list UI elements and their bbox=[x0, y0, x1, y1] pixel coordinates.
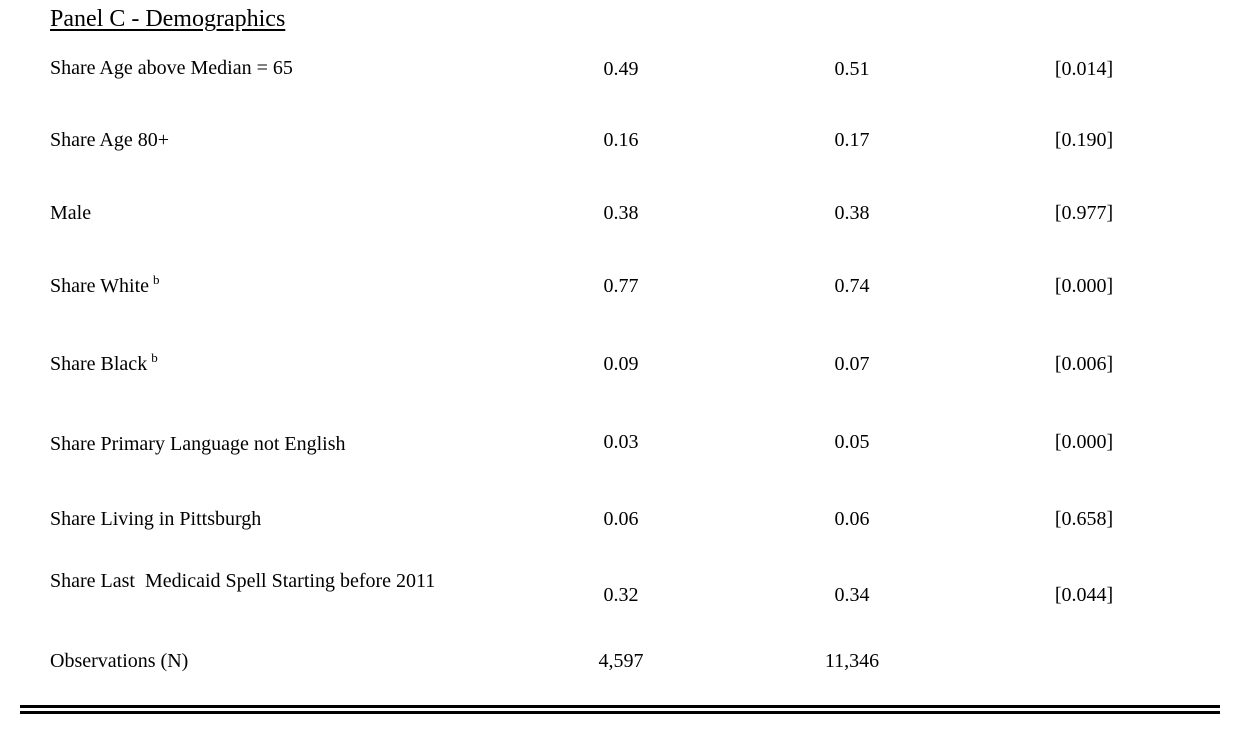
row-pvalue: [0.000] bbox=[1054, 275, 1114, 297]
observations-col2: 11,346 bbox=[824, 650, 880, 672]
row-label: Share White b bbox=[50, 272, 160, 300]
row-value-col1: 0.06 bbox=[603, 508, 639, 530]
row-label-text: Share Living in Pittsburgh bbox=[50, 508, 262, 530]
observations-col1: 4,597 bbox=[598, 650, 644, 672]
row-label: Male bbox=[50, 201, 91, 225]
row-value-col2: 0.74 bbox=[834, 275, 870, 297]
row-label-text: Share Primary Language not English bbox=[50, 433, 346, 455]
row-value-col1: 0.38 bbox=[603, 202, 639, 224]
row-value-col2: 0.17 bbox=[834, 129, 870, 151]
row-pvalue: [0.044] bbox=[1054, 584, 1114, 606]
row-value-col2: 0.07 bbox=[834, 353, 870, 375]
row-value-col1: 0.09 bbox=[603, 353, 639, 375]
row-pvalue: [0.190] bbox=[1054, 129, 1114, 151]
row-value-col1: 0.16 bbox=[603, 129, 639, 151]
row-label-text: Share Black bbox=[50, 353, 148, 375]
row-value-col1: 0.03 bbox=[603, 431, 639, 453]
observations-label: Observations (N) bbox=[50, 650, 189, 672]
footnote-marker: b bbox=[151, 350, 158, 365]
row-pvalue: [0.014] bbox=[1054, 58, 1114, 80]
row-label-text: Share Age 80+ bbox=[50, 129, 170, 151]
row-pvalue: [0.006] bbox=[1054, 353, 1114, 375]
row-pvalue: [0.000] bbox=[1054, 431, 1114, 453]
row-label-text: Male bbox=[50, 202, 92, 224]
row-value-col1: 0.77 bbox=[603, 275, 639, 297]
row-pvalue: [0.977] bbox=[1054, 202, 1114, 224]
panel-title: Panel C - Demographics bbox=[50, 6, 286, 32]
table-bottom-rule bbox=[20, 705, 1220, 708]
row-value-col2: 0.51 bbox=[834, 58, 870, 80]
row-label-text: Share Last Medicaid Spell Starting befor… bbox=[50, 570, 436, 592]
row-label: Share Black b bbox=[50, 350, 158, 378]
row-label: Share Primary Language not English bbox=[50, 432, 346, 456]
row-value-col2: 0.38 bbox=[834, 202, 870, 224]
row-label: Share Age above Median = 65 bbox=[50, 56, 293, 80]
row-value-col1: 0.49 bbox=[603, 58, 639, 80]
row-label: Share Age 80+ bbox=[50, 128, 169, 152]
footnote-marker: b bbox=[153, 272, 160, 287]
row-value-col2: 0.06 bbox=[834, 508, 870, 530]
row-label-text: Share Age above Median = 65 bbox=[50, 57, 293, 79]
row-label: Share Living in Pittsburgh bbox=[50, 507, 261, 531]
table-bottom-rule-second bbox=[20, 711, 1220, 714]
row-value-col2: 0.34 bbox=[834, 584, 870, 606]
row-value-col1: 0.32 bbox=[603, 584, 639, 606]
row-value-col2: 0.05 bbox=[834, 431, 870, 453]
row-label-text: Share White bbox=[50, 275, 150, 297]
row-label: Share Last Medicaid Spell Starting befor… bbox=[50, 569, 435, 593]
row-pvalue: [0.658] bbox=[1054, 508, 1114, 530]
